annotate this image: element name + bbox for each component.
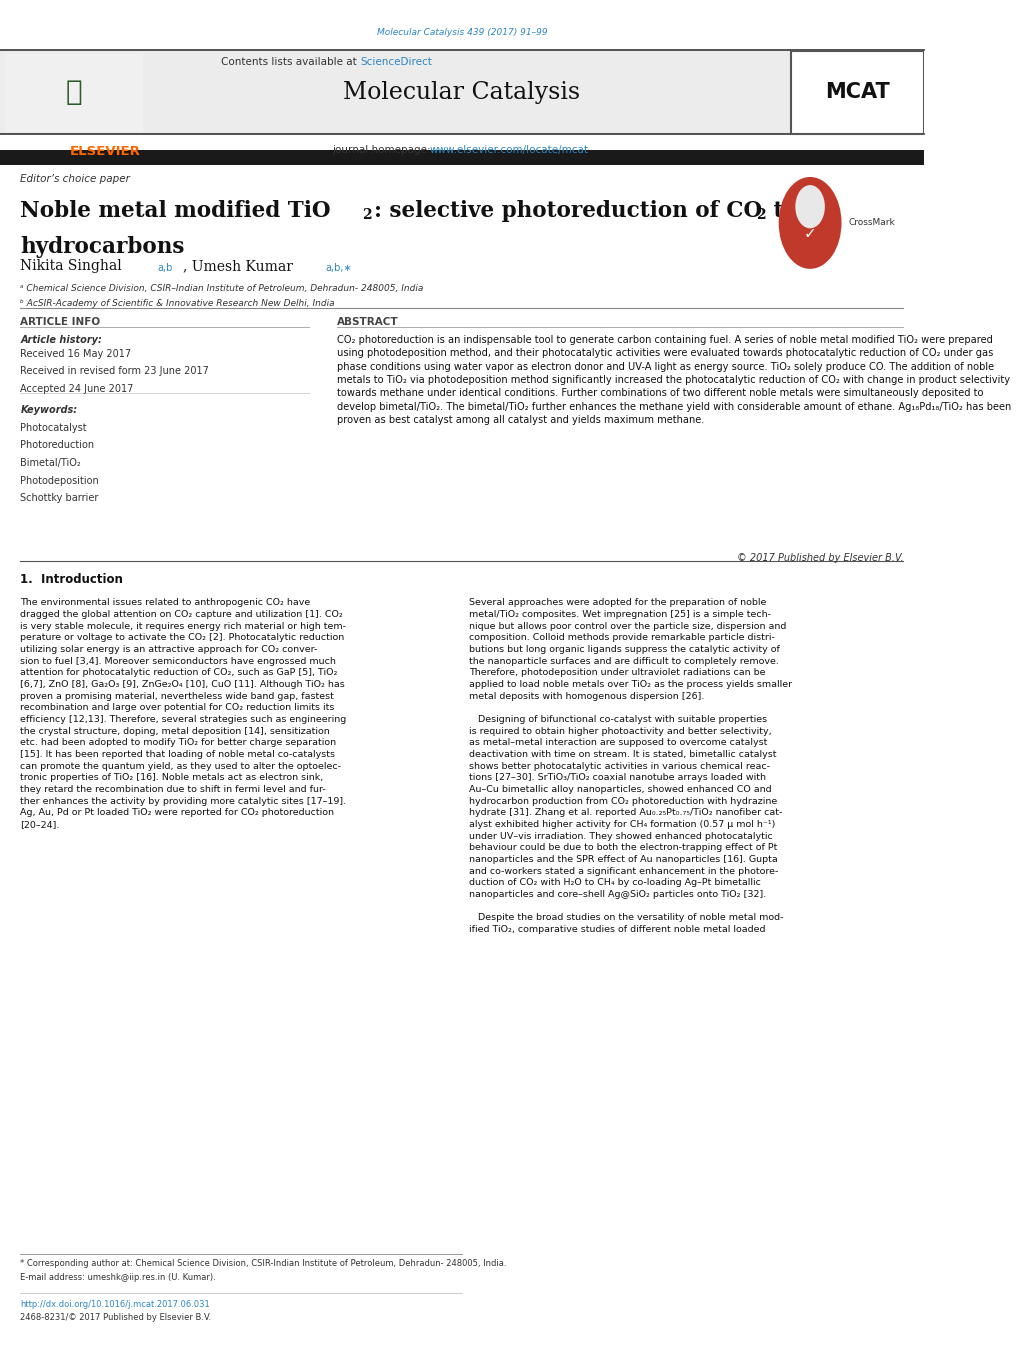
Text: The environmental issues related to anthropogenic CO₂ have
dragged the global at: The environmental issues related to anth… <box>20 598 346 830</box>
Text: ARTICLE INFO: ARTICLE INFO <box>20 317 100 327</box>
Text: 🌲: 🌲 <box>65 78 83 105</box>
Text: ᵃ Chemical Science Division, CSIR–Indian Institute of Petroleum, Dehradun- 24800: ᵃ Chemical Science Division, CSIR–Indian… <box>20 284 423 293</box>
Text: Photodeposition: Photodeposition <box>20 476 99 485</box>
Circle shape <box>795 185 824 228</box>
Text: Article history:: Article history: <box>20 335 102 345</box>
Text: 1.  Introduction: 1. Introduction <box>20 573 123 586</box>
FancyBboxPatch shape <box>790 51 923 134</box>
Text: journal homepage:: journal homepage: <box>332 145 434 154</box>
Text: : selective photoreduction of CO: : selective photoreduction of CO <box>374 200 761 222</box>
Text: 2: 2 <box>756 208 765 222</box>
FancyBboxPatch shape <box>0 150 923 165</box>
Text: Received 16 May 2017: Received 16 May 2017 <box>20 349 131 358</box>
FancyBboxPatch shape <box>0 51 923 134</box>
FancyBboxPatch shape <box>5 54 143 132</box>
Text: Received in revised form 23 June 2017: Received in revised form 23 June 2017 <box>20 366 209 376</box>
Text: http://dx.doi.org/10.1016/j.mcat.2017.06.031: http://dx.doi.org/10.1016/j.mcat.2017.06… <box>20 1300 210 1309</box>
Text: Bimetal/TiO₂: Bimetal/TiO₂ <box>20 458 81 467</box>
Text: Accepted 24 June 2017: Accepted 24 June 2017 <box>20 384 133 393</box>
Text: 2468-8231/© 2017 Published by Elsevier B.V.: 2468-8231/© 2017 Published by Elsevier B… <box>20 1313 211 1323</box>
Text: 2: 2 <box>362 208 371 222</box>
Text: , Umesh Kumar: , Umesh Kumar <box>182 259 292 273</box>
Text: Nikita Singhal: Nikita Singhal <box>20 259 122 273</box>
Text: to: to <box>765 200 797 222</box>
Text: CO₂ photoreduction is an indispensable tool to generate carbon containing fuel. : CO₂ photoreduction is an indispensable t… <box>337 335 1011 426</box>
Text: CrossMark: CrossMark <box>848 219 895 227</box>
Text: hydrocarbons: hydrocarbons <box>20 236 184 258</box>
Text: ABSTRACT: ABSTRACT <box>337 317 398 327</box>
Text: Photocatalyst: Photocatalyst <box>20 423 87 432</box>
Text: E-mail address: umeshk@iip.res.in (U. Kumar).: E-mail address: umeshk@iip.res.in (U. Ku… <box>20 1273 216 1282</box>
Text: © 2017 Published by Elsevier B.V.: © 2017 Published by Elsevier B.V. <box>736 553 903 562</box>
Text: * Corresponding author at: Chemical Science Division, CSIR-Indian Institute of P: * Corresponding author at: Chemical Scie… <box>20 1259 506 1269</box>
Text: Molecular Catalysis 439 (2017) 91–99: Molecular Catalysis 439 (2017) 91–99 <box>376 28 546 38</box>
Text: ELSEVIER: ELSEVIER <box>69 145 140 158</box>
Text: Noble metal modified TiO: Noble metal modified TiO <box>20 200 330 222</box>
Text: Schottky barrier: Schottky barrier <box>20 493 99 503</box>
Text: Editor’s choice paper: Editor’s choice paper <box>20 174 130 184</box>
Text: MCAT: MCAT <box>824 82 889 101</box>
Text: Keywords:: Keywords: <box>20 405 77 415</box>
Circle shape <box>777 177 841 269</box>
Text: Photoreduction: Photoreduction <box>20 440 95 450</box>
Text: ScienceDirect: ScienceDirect <box>360 57 432 66</box>
Text: ᵇ AcSIR-Academy of Scientific & Innovative Research New Delhi, India: ᵇ AcSIR-Academy of Scientific & Innovati… <box>20 299 334 308</box>
Text: Molecular Catalysis: Molecular Catalysis <box>343 81 580 104</box>
Text: a,b,∗: a,b,∗ <box>325 263 352 273</box>
Text: a,b: a,b <box>157 263 172 273</box>
Text: ✓: ✓ <box>803 226 815 242</box>
Text: Contents lists available at: Contents lists available at <box>221 57 360 66</box>
Text: Several approaches were adopted for the preparation of noble
metal/TiO₂ composit: Several approaches were adopted for the … <box>469 598 792 934</box>
Text: www.elsevier.com/locate/mcat: www.elsevier.com/locate/mcat <box>429 145 588 154</box>
